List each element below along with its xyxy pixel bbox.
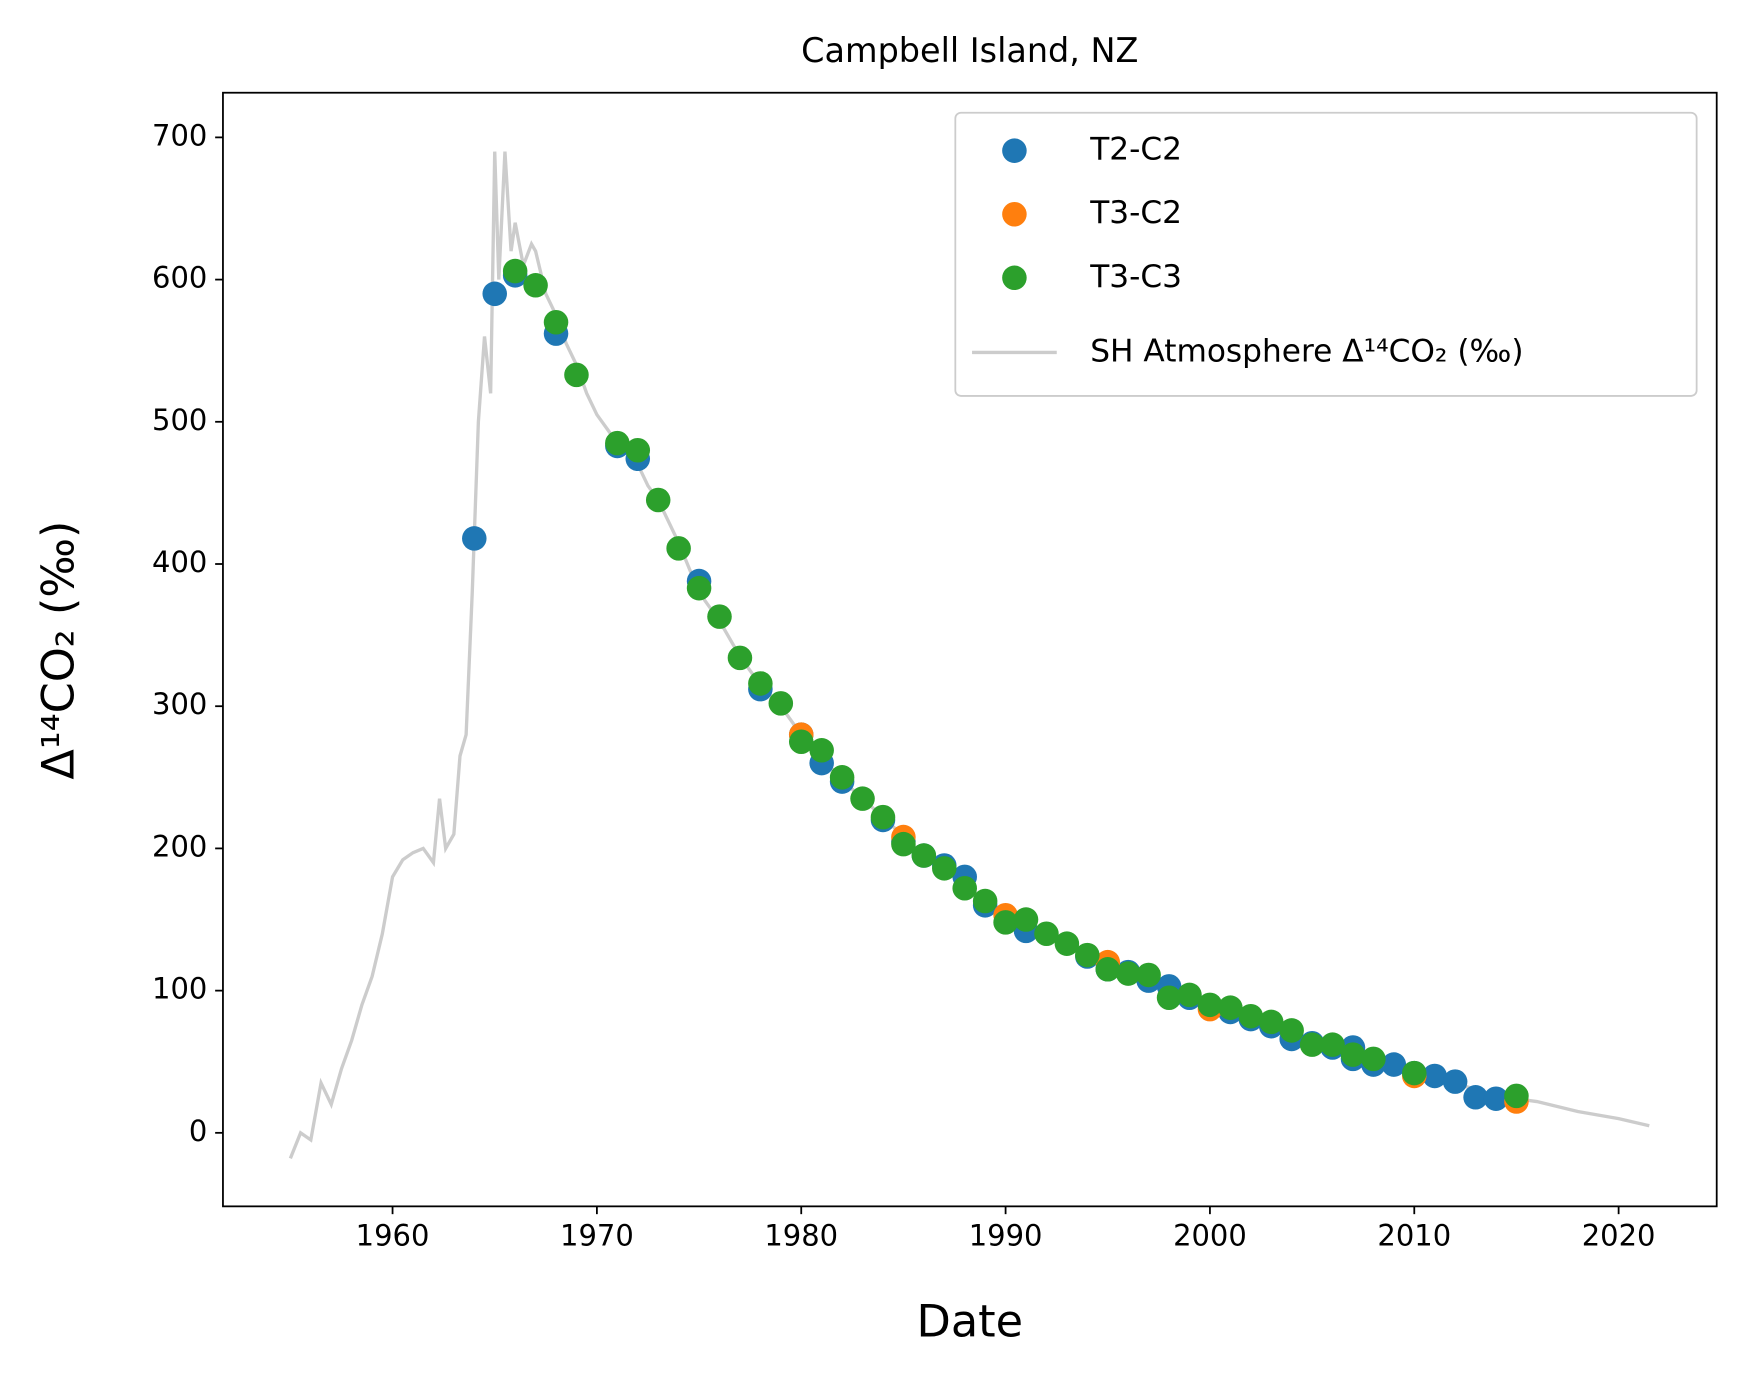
plot-area bbox=[288, 151, 1650, 1160]
point bbox=[1258, 1009, 1284, 1035]
x-tick-label: 2000 bbox=[1173, 1219, 1247, 1253]
point bbox=[1504, 1083, 1529, 1109]
legend-box bbox=[954, 111, 1698, 397]
legend-label: T3-C2 bbox=[1089, 195, 1182, 231]
y-tick-label: 200 bbox=[152, 829, 207, 863]
point bbox=[1340, 1042, 1366, 1067]
point bbox=[666, 536, 691, 561]
point bbox=[1095, 957, 1121, 982]
point bbox=[1238, 1003, 1264, 1029]
legend-label: T2-C2 bbox=[1089, 132, 1182, 168]
legend-swatch bbox=[1002, 201, 1027, 227]
point bbox=[1463, 1085, 1488, 1110]
point bbox=[1156, 985, 1182, 1010]
point bbox=[768, 691, 794, 716]
y-tick-label: 100 bbox=[152, 972, 207, 1006]
x-tick-label: 1970 bbox=[560, 1219, 634, 1253]
point bbox=[870, 804, 896, 830]
point bbox=[993, 910, 1018, 935]
point bbox=[1054, 931, 1080, 956]
y-axis-label: Δ¹⁴CO₂ (‰) bbox=[32, 521, 84, 780]
y-tick-label: 600 bbox=[152, 261, 207, 295]
point bbox=[1279, 1018, 1304, 1043]
point bbox=[1442, 1069, 1468, 1094]
point bbox=[1299, 1032, 1325, 1057]
legend: T2-C2 T3-C2 T3-C3 SH Atmosphere Δ¹⁴CO₂ (‰) bbox=[954, 111, 1698, 397]
point bbox=[707, 604, 732, 629]
point bbox=[482, 281, 507, 307]
point bbox=[1177, 982, 1202, 1008]
y-tick-label: 0 bbox=[189, 1114, 207, 1148]
point bbox=[788, 729, 814, 755]
point bbox=[605, 430, 630, 456]
x-tick-label: 2020 bbox=[1582, 1219, 1656, 1253]
legend-swatch bbox=[1002, 265, 1027, 291]
x-tick-label: 1990 bbox=[969, 1219, 1043, 1253]
point bbox=[1218, 995, 1243, 1020]
point bbox=[1197, 992, 1223, 1018]
point bbox=[1483, 1086, 1509, 1111]
point bbox=[686, 575, 712, 601]
point bbox=[829, 765, 855, 790]
x-tick-label: 2010 bbox=[1377, 1219, 1451, 1253]
point bbox=[1075, 942, 1100, 968]
point bbox=[932, 856, 957, 881]
legend-label: T3-C3 bbox=[1089, 259, 1182, 295]
point bbox=[1361, 1046, 1386, 1072]
point bbox=[462, 526, 487, 551]
legend-swatch bbox=[1002, 138, 1027, 163]
point bbox=[952, 875, 977, 901]
x-axis-label: Date bbox=[917, 1296, 1024, 1348]
point bbox=[972, 888, 998, 914]
point bbox=[1034, 921, 1059, 947]
y-tick-label: 300 bbox=[152, 687, 207, 721]
point bbox=[748, 671, 773, 696]
point bbox=[911, 843, 937, 868]
point bbox=[1136, 962, 1161, 988]
y-tick-label: 400 bbox=[152, 545, 207, 579]
point bbox=[809, 738, 834, 763]
y-tick-label: 700 bbox=[152, 118, 207, 152]
point bbox=[891, 831, 916, 857]
legend-label: SH Atmosphere Δ¹⁴CO₂ (‰) bbox=[1090, 333, 1523, 369]
point bbox=[1320, 1032, 1345, 1057]
axes-frame bbox=[222, 91, 1718, 1208]
chart-title: Campbell Island, NZ bbox=[801, 31, 1138, 70]
point bbox=[1381, 1052, 1407, 1077]
point bbox=[850, 786, 875, 811]
point bbox=[1402, 1060, 1427, 1086]
x-tick-label: 1960 bbox=[356, 1219, 430, 1253]
point bbox=[543, 309, 569, 335]
point bbox=[1422, 1063, 1447, 1089]
point bbox=[727, 645, 753, 671]
point bbox=[625, 437, 651, 463]
point bbox=[645, 487, 671, 513]
x-tick-label: 1980 bbox=[764, 1219, 838, 1253]
y-tick-label: 500 bbox=[152, 403, 207, 437]
point bbox=[523, 273, 548, 298]
point bbox=[1115, 961, 1141, 986]
point bbox=[1013, 907, 1039, 932]
point bbox=[502, 258, 528, 284]
point bbox=[564, 362, 589, 388]
